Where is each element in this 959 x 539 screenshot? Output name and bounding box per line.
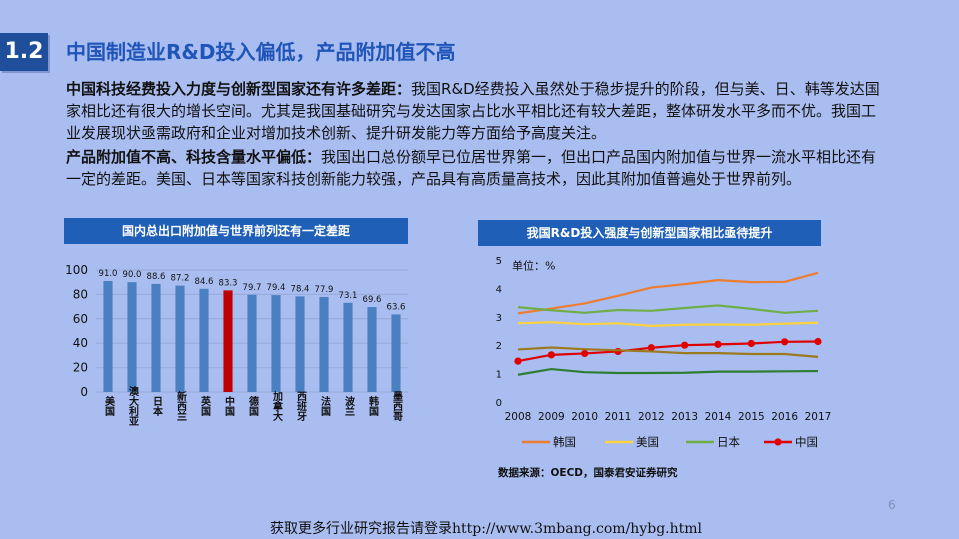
bar-category-label: 法国 [319, 395, 331, 417]
bar-data-label: 79.7 [243, 283, 262, 293]
line-series [517, 346, 819, 358]
page-number: 6 [888, 498, 896, 512]
line-series [517, 304, 819, 314]
paragraph-1-lead: 中国科技经费投入力度与创新型国家还有许多差距： [66, 80, 412, 98]
bar [343, 302, 353, 392]
bar [271, 295, 281, 392]
line-y-tick-label: 0 [496, 398, 502, 409]
line-x-tick-label: 2015 [738, 411, 765, 423]
bar-data-label: 84.6 [195, 277, 214, 287]
line-point [681, 341, 689, 349]
line-x-tick-label: 2009 [538, 411, 565, 423]
bar-category-label: 新西兰 [175, 390, 187, 421]
bar-category-label: 美国 [103, 395, 115, 417]
legend-label: 韩国 [553, 435, 576, 449]
line-y-tick-label: 3 [496, 313, 502, 324]
bar-data-label: 69.6 [363, 295, 382, 305]
line-point [514, 357, 522, 365]
line-point [614, 347, 622, 356]
bar-y-tick-label: 20 [73, 361, 88, 375]
bar-chart-title: 国内总出口附加值与世界前列还有一定差距 [64, 218, 408, 244]
bar-data-label: 90.0 [123, 270, 142, 280]
bar-data-label: 83.3 [219, 278, 238, 288]
bar-y-tick-label: 80 [73, 287, 88, 301]
line-x-tick-label: 2011 [605, 411, 632, 423]
line-point [747, 339, 755, 348]
line-y-tick-label: 2 [496, 341, 502, 352]
line-x-tick-label: 2013 [671, 411, 698, 423]
bar-y-tick-label: 60 [73, 312, 88, 326]
bar-category-label: 日本 [151, 396, 163, 417]
line-point [781, 338, 789, 346]
line-series [517, 271, 819, 315]
bar-data-label: 78.4 [291, 284, 310, 294]
line-x-tick-label: 2017 [805, 411, 832, 423]
line-series [517, 340, 819, 363]
bar-category-label: 波兰 [343, 395, 355, 416]
bar [175, 285, 185, 392]
bar [295, 296, 305, 392]
bar [151, 283, 161, 392]
bar-category-label: 加拿大 [271, 390, 284, 422]
line-y-tick-label: 1 [496, 370, 502, 381]
line-x-tick-label: 2014 [705, 411, 732, 423]
bar-category-label: 西班牙 [295, 391, 307, 422]
bar-data-label: 77.9 [315, 285, 334, 295]
bar-y-tick-label: 100 [65, 263, 88, 277]
bar-category-label: 德国 [247, 395, 260, 417]
line-chart-title: 我国R&D投入强度与创新型国家相比亟待提升 [478, 220, 821, 246]
bar-category-label: 中国 [223, 395, 235, 417]
legend-label: 日本 [717, 435, 740, 449]
line-y-tick-label: 4 [496, 284, 502, 295]
bar-y-tick-label: 40 [73, 336, 88, 350]
bar [223, 290, 233, 392]
line-x-tick-label: 2012 [638, 411, 665, 423]
paragraph-1-text: 我国R&D经费投入虽然处于稳步提升的阶段，但与美、日、韩等发达国家相比还有很大的… [66, 80, 880, 142]
slide-title: 中国制造业R&D投入偏低，产品附加值不高 [66, 40, 456, 64]
line-unit-label: 单位：% [512, 259, 555, 273]
paragraph-2-text: 我国出口总份额早已位居世界第一，但出口产品国内附加值与世界一流水平相比还有一定的… [66, 148, 877, 188]
paragraph-2: 产品附加值不高、科技含量水平偏低：我国出口总份额早已位居世界第一，但出口产品国内… [66, 146, 886, 190]
footer-link[interactable]: 获取更多行业研究报告请登录http://www.3mbang.com/hybg.… [270, 521, 702, 537]
legend-label: 中国 [795, 435, 818, 449]
line-x-tick-label: 2010 [571, 411, 598, 423]
line-series [517, 367, 819, 376]
legend-label: 美国 [636, 435, 659, 449]
section-number: 1.2 [0, 33, 48, 71]
bar-category-label: 墨西哥 [391, 391, 403, 422]
bar [367, 307, 377, 392]
bar [247, 294, 257, 392]
bar-y-tick-label: 0 [80, 385, 88, 399]
line-y-tick-label: 5 [496, 256, 502, 267]
line-series [517, 321, 819, 327]
line-point [714, 340, 722, 348]
line-x-tick-label: 2016 [771, 411, 798, 423]
bar-data-label: 63.6 [387, 302, 406, 312]
bar [319, 296, 329, 392]
line-source-note: 数据来源：OECD，国泰君安证券研究 [497, 466, 678, 479]
line-x-tick-label: 2008 [505, 411, 532, 423]
paragraph-2-lead: 产品附加值不高、科技含量水平偏低： [66, 148, 322, 166]
bar-data-label: 87.2 [171, 274, 190, 284]
line-point [647, 344, 655, 352]
bar-data-label: 73.1 [339, 291, 358, 301]
bar [199, 288, 209, 392]
legend-marker [774, 438, 782, 446]
line-point [581, 349, 589, 358]
line-point [547, 351, 555, 359]
bar-category-label: 英国 [199, 395, 212, 417]
paragraph-1: 中国科技经费投入力度与创新型国家还有许多差距：我国R&D经费投入虽然处于稳步提升… [66, 78, 886, 144]
bar [103, 280, 113, 392]
bar [391, 314, 401, 392]
bar-category-label: 韩国 [367, 395, 379, 417]
bar-data-label: 88.6 [147, 272, 166, 282]
bar-category-label: 澳大利亚 [127, 385, 139, 426]
bar-data-label: 79.4 [267, 283, 286, 293]
bar-data-label: 91.0 [99, 269, 118, 279]
bar [127, 282, 137, 392]
line-point [814, 337, 822, 346]
